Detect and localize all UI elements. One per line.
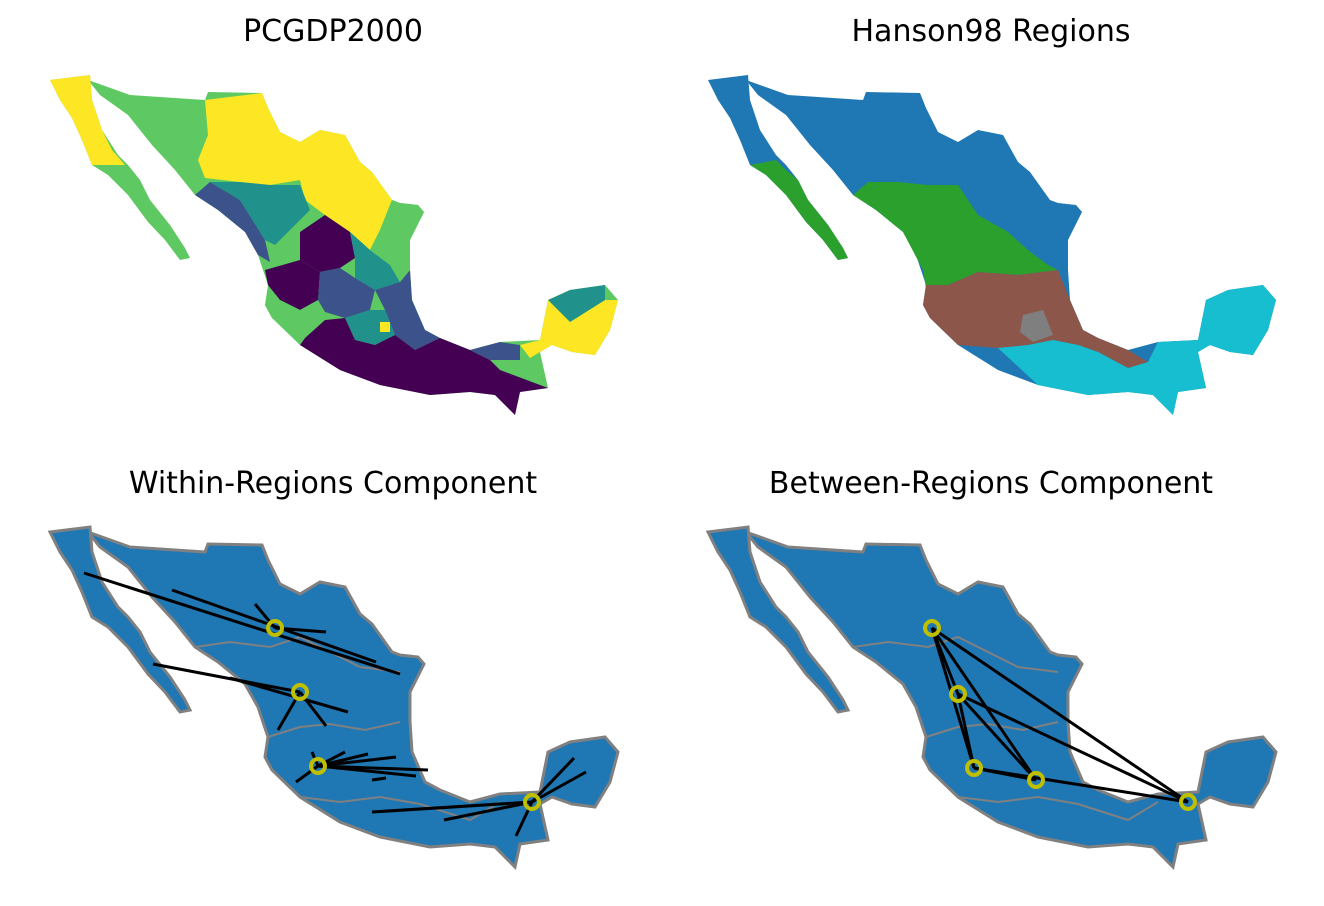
panel-title-within-regions: Within-Regions Component: [128, 466, 538, 501]
state-hidalgo-mexico: [345, 310, 395, 345]
state-yucatan: [548, 285, 605, 322]
edge: [317, 764, 417, 778]
edge: [957, 692, 1189, 804]
state-durango: [210, 182, 310, 245]
edge: [152, 662, 301, 694]
state-sinaloa-durango: [195, 182, 270, 262]
region-baja-sur: [750, 160, 848, 260]
region-south: [998, 285, 1276, 415]
between-nodes: [923, 619, 1197, 811]
panel-title-hanson98-regions: Hanson98 Regions: [851, 14, 1131, 49]
region-border: [299, 795, 501, 822]
map-between-regions: [706, 525, 1278, 869]
state-jalisco: [265, 300, 325, 338]
edge: [371, 776, 387, 782]
state-michoacan-guerrero-oaxaca: [300, 318, 548, 415]
region-border: [194, 635, 401, 673]
map-hanson98-regions: [708, 75, 1276, 415]
edge: [229, 676, 349, 714]
between-edges: [930, 626, 1189, 804]
edge: [443, 800, 533, 822]
edge: [956, 692, 1038, 782]
node: [965, 759, 983, 777]
edge: [317, 755, 397, 768]
node: [266, 619, 284, 637]
region-borders: [852, 635, 1159, 822]
edge: [973, 766, 1189, 804]
region-north-central: [853, 182, 1058, 300]
state-nayarit-jalisco-west: [265, 260, 320, 310]
within-nodes: [266, 619, 541, 811]
map-within-regions: [48, 525, 620, 869]
panel-title-pcgdp2000: PCGDP2000: [243, 14, 423, 49]
state-tabasco-chiapas-north: [440, 338, 520, 360]
state-guanajuato-queretaro: [318, 268, 375, 318]
node: [1027, 771, 1045, 789]
state-coahuila-nuevo-leon: [300, 130, 392, 250]
edge: [530, 756, 576, 804]
region-capital: [1020, 310, 1053, 342]
edge: [531, 770, 587, 804]
region-borders: [194, 635, 501, 822]
region-border: [852, 635, 1059, 673]
node: [523, 793, 541, 811]
mexico-mainland: [744, 530, 1278, 869]
within-edges: [83, 571, 587, 837]
node: [923, 619, 941, 637]
mexico-mainland: [86, 530, 620, 869]
node: [291, 683, 309, 701]
edge: [931, 626, 1189, 804]
state-federal-district: [380, 322, 390, 332]
state-zacatecas: [300, 215, 355, 272]
region-border: [957, 795, 1159, 822]
region-border: [267, 721, 401, 738]
state-campeche-quintana-roo: [520, 290, 618, 358]
edge: [295, 764, 319, 784]
map-pcgdp2000: [50, 75, 618, 415]
state-chihuahua: [198, 93, 300, 185]
state-veracruz: [375, 270, 440, 350]
state-san-luis-potosi: [350, 232, 400, 290]
node: [1179, 793, 1197, 811]
edge: [83, 571, 401, 676]
edge: [371, 800, 533, 814]
node: [949, 685, 967, 703]
panel-title-between-regions: Between-Regions Component: [768, 466, 1214, 501]
state-baja-california-north: [50, 75, 125, 165]
region-border: [925, 721, 1059, 738]
state-tamaulipas: [370, 200, 424, 282]
edge: [930, 627, 1038, 781]
node: [309, 757, 327, 775]
edge: [956, 693, 976, 769]
